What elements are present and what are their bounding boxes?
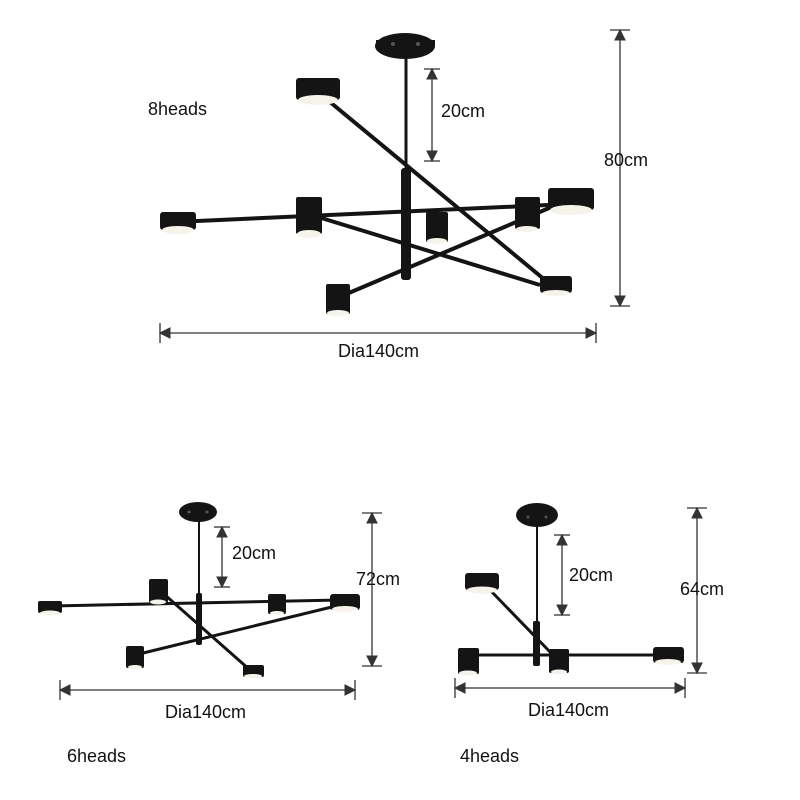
arms	[51, 593, 341, 672]
fixture-6-heads	[38, 502, 360, 678]
lamp-head	[296, 197, 322, 238]
lamp-head	[465, 573, 499, 594]
lamp-head	[126, 646, 144, 669]
lamp-head	[540, 276, 572, 296]
central-body	[196, 593, 202, 645]
height-label: 80cm	[604, 150, 649, 170]
central-body	[533, 621, 540, 666]
heads-count-label: 8heads	[148, 99, 208, 119]
arms	[174, 100, 569, 300]
height-label: 72cm	[356, 569, 401, 589]
ceiling-canopy	[516, 503, 558, 527]
dimension-lines-8-heads	[158, 28, 630, 343]
heads-count-label: 4heads	[460, 746, 520, 766]
lamp-head	[548, 188, 594, 215]
height-label: 64cm	[680, 579, 725, 599]
central-body	[401, 168, 411, 280]
lamp-head	[243, 665, 264, 678]
lamp-head	[330, 594, 360, 612]
lamp-head	[326, 284, 350, 316]
diameter-label: Dia140cm	[528, 700, 610, 720]
heads-count-label: 6heads	[67, 746, 127, 766]
drop-length-label: 20cm	[441, 101, 486, 121]
drop-length-label: 20cm	[569, 565, 614, 585]
fixture-4-heads	[458, 503, 684, 676]
lamp-head	[268, 594, 286, 615]
lamp-head	[426, 212, 448, 244]
diameter-label: Dia140cm	[165, 702, 247, 722]
ceiling-canopy	[179, 502, 217, 522]
lamp-head	[296, 78, 340, 105]
lamp-head	[38, 601, 62, 616]
drop-length-label: 20cm	[232, 543, 277, 563]
lamp-head	[458, 648, 479, 676]
lamp-head	[549, 649, 569, 675]
lamp-head	[149, 579, 168, 605]
dimension-lines-4-heads	[453, 506, 707, 698]
dimension-lines-6-heads	[58, 511, 382, 700]
arms	[470, 588, 670, 657]
lamp-head	[160, 212, 196, 234]
lamp-head	[653, 647, 684, 665]
lamp-head	[515, 197, 540, 232]
fixture-8-heads	[160, 33, 594, 316]
diameter-label: Dia140cm	[338, 341, 420, 361]
